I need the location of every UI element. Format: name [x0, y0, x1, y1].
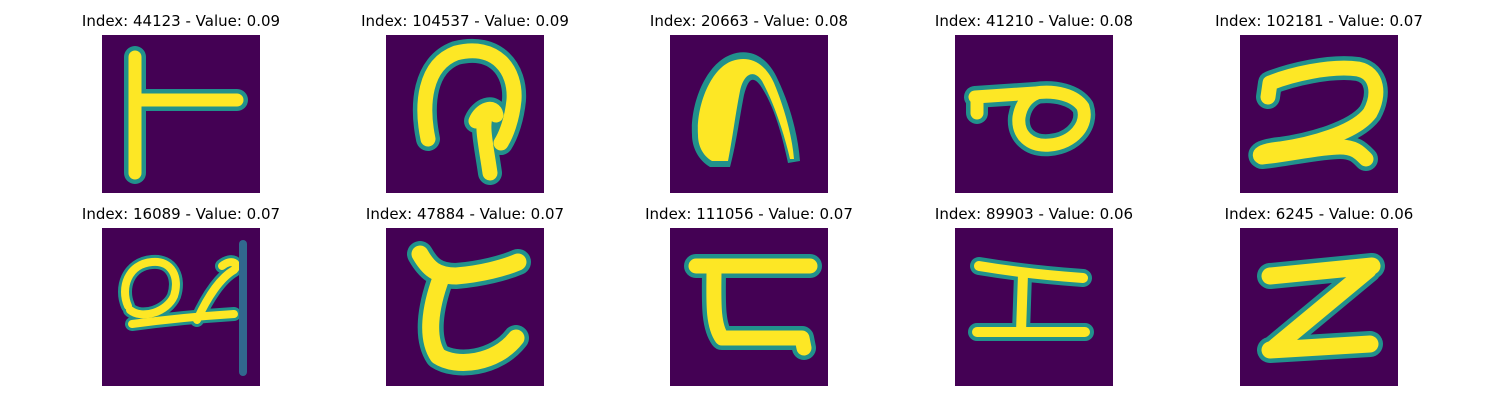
image-title: Index: 102181 - Value: 0.07 — [1215, 12, 1423, 30]
image-title: Index: 44123 - Value: 0.09 — [81, 12, 281, 30]
glyph-image — [955, 35, 1113, 193]
glyph-image — [102, 228, 260, 386]
glyph-image — [670, 35, 828, 193]
image-title: Index: 104537 - Value: 0.09 — [361, 12, 569, 30]
glyph-image — [955, 228, 1113, 386]
image-title: Index: 89903 - Value: 0.06 — [934, 205, 1134, 223]
glyph-image — [670, 228, 828, 386]
glyph-image — [1240, 228, 1398, 386]
image-title: Index: 20663 - Value: 0.08 — [649, 12, 849, 30]
glyph-image — [1240, 35, 1398, 193]
glyph-image — [386, 35, 544, 193]
image-title: Index: 111056 - Value: 0.07 — [645, 205, 853, 223]
glyph-image — [102, 35, 260, 193]
image-title: Index: 41210 - Value: 0.08 — [934, 12, 1134, 30]
image-title: Index: 16089 - Value: 0.07 — [81, 205, 281, 223]
image-title: Index: 6245 - Value: 0.06 — [1224, 205, 1414, 223]
glyph-image — [386, 228, 544, 386]
image-title: Index: 47884 - Value: 0.07 — [365, 205, 565, 223]
